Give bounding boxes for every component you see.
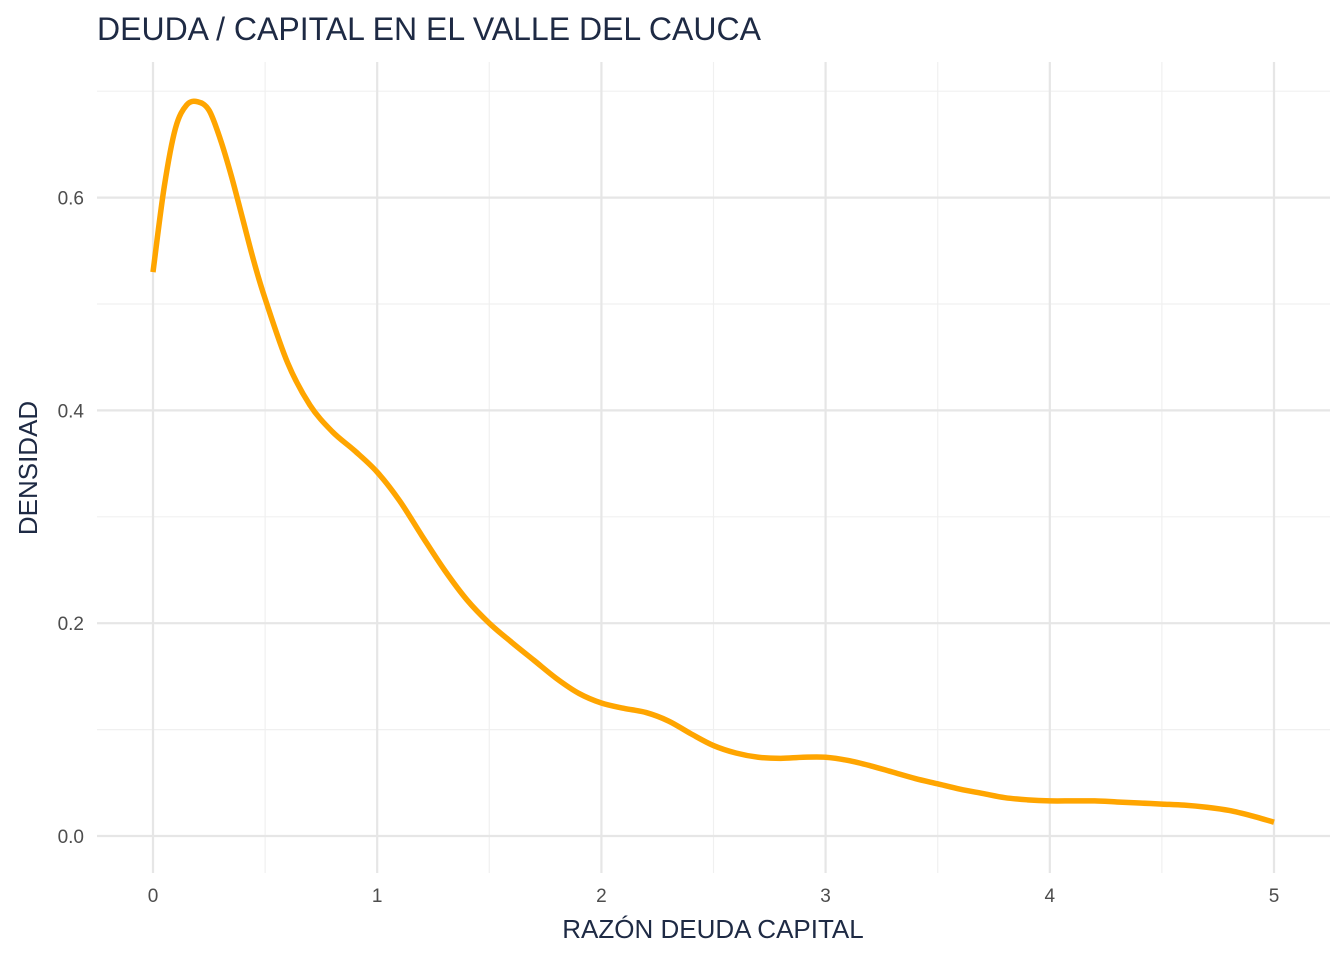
y-tick-label: 0.6 [58,189,84,210]
tick-labels: 0 1 2 3 4 5 0.0 0.2 0.4 0.6 [58,189,1280,907]
y-axis-title: DENSIDAD [13,401,43,535]
y-tick-label: 0.2 [58,614,84,635]
x-tick-label: 0 [148,886,159,907]
x-tick-label: 5 [1269,886,1280,907]
x-tick-label: 1 [372,886,383,907]
grid-lines [97,62,1330,873]
x-tick-label: 2 [596,886,607,907]
x-tick-label: 4 [1045,886,1056,907]
chart-title: DEUDA / CAPITAL EN EL VALLE DEL CAUCA [97,11,762,47]
density-curve [150,98,1275,825]
y-tick-label: 0.0 [58,827,84,848]
x-axis-title: RAZÓN DEUDA CAPITAL [562,914,863,944]
y-tick-label: 0.4 [58,401,85,422]
x-tick-label: 3 [820,886,831,907]
